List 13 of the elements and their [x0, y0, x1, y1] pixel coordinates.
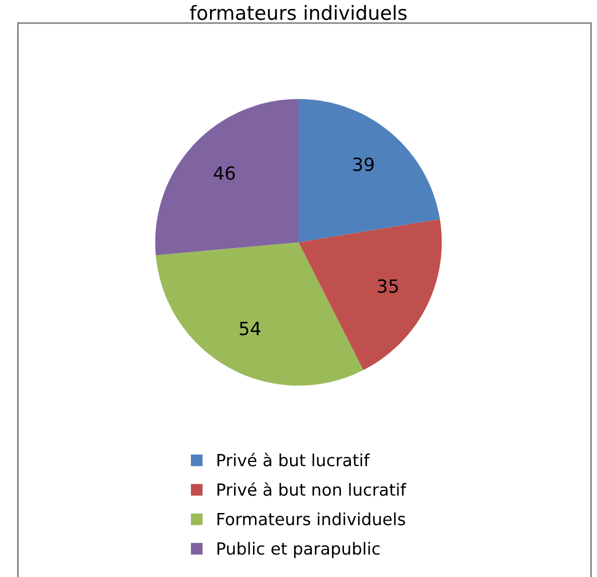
legend-label: Formateurs individuels — [218, 512, 406, 526]
legend-label: Public et parapublic — [218, 542, 380, 558]
legend-label: Privé à but lucratif — [218, 452, 370, 466]
data-label: 54 — [240, 322, 260, 336]
data-label: 46 — [214, 166, 235, 180]
pie-slice — [298, 219, 442, 370]
legend-label: Privé à but non lucratif — [218, 482, 406, 496]
chart-title: formateurs individuels — [190, 5, 407, 20]
pie-slice — [155, 99, 298, 256]
data-label: 39 — [353, 157, 374, 172]
data-label: 35 — [378, 279, 398, 293]
pie-slice — [156, 242, 364, 386]
pie-slice — [298, 99, 440, 242]
